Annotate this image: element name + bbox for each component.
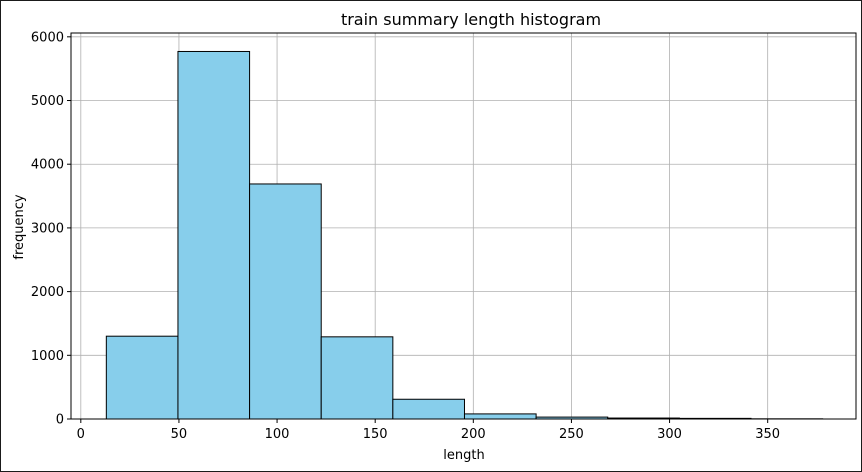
y-tick-label: 6000 — [31, 30, 64, 45]
x-tick-label: 250 — [559, 427, 584, 442]
x-tick-label: 150 — [363, 427, 388, 442]
x-axis-label: length — [443, 448, 484, 463]
histogram-bar — [105, 335, 179, 420]
chart-title: train summary length histogram — [341, 10, 601, 29]
histogram-bar — [249, 183, 322, 420]
y-tick-label: 3000 — [31, 221, 64, 236]
histogram-bar — [177, 50, 251, 420]
y-tick-label: 4000 — [31, 158, 64, 173]
histogram-bar — [392, 398, 465, 420]
y-axis-label: frequency — [12, 194, 27, 260]
y-tick-label: 0 — [56, 413, 64, 428]
x-tick-label: 350 — [755, 427, 780, 442]
x-tick-label: 50 — [171, 427, 188, 442]
axes — [67, 32, 857, 423]
tick-labels: 0 50 100 150 200 250 300 350 0 1000 2000 3000 4000 50… — [31, 30, 780, 442]
x-tick-label: 300 — [657, 427, 682, 442]
histogram-bar — [463, 413, 537, 420]
x-tick-label: 200 — [461, 427, 486, 442]
x-tick-label: 100 — [265, 427, 290, 442]
x-tick-label: 0 — [77, 427, 85, 442]
y-tick-label: 5000 — [31, 94, 64, 109]
axes-frame — [70, 32, 857, 420]
histogram-bars — [105, 50, 824, 420]
y-tick-label: 1000 — [31, 349, 64, 364]
histogram-bar — [320, 336, 394, 420]
y-tick-label: 2000 — [31, 285, 64, 300]
